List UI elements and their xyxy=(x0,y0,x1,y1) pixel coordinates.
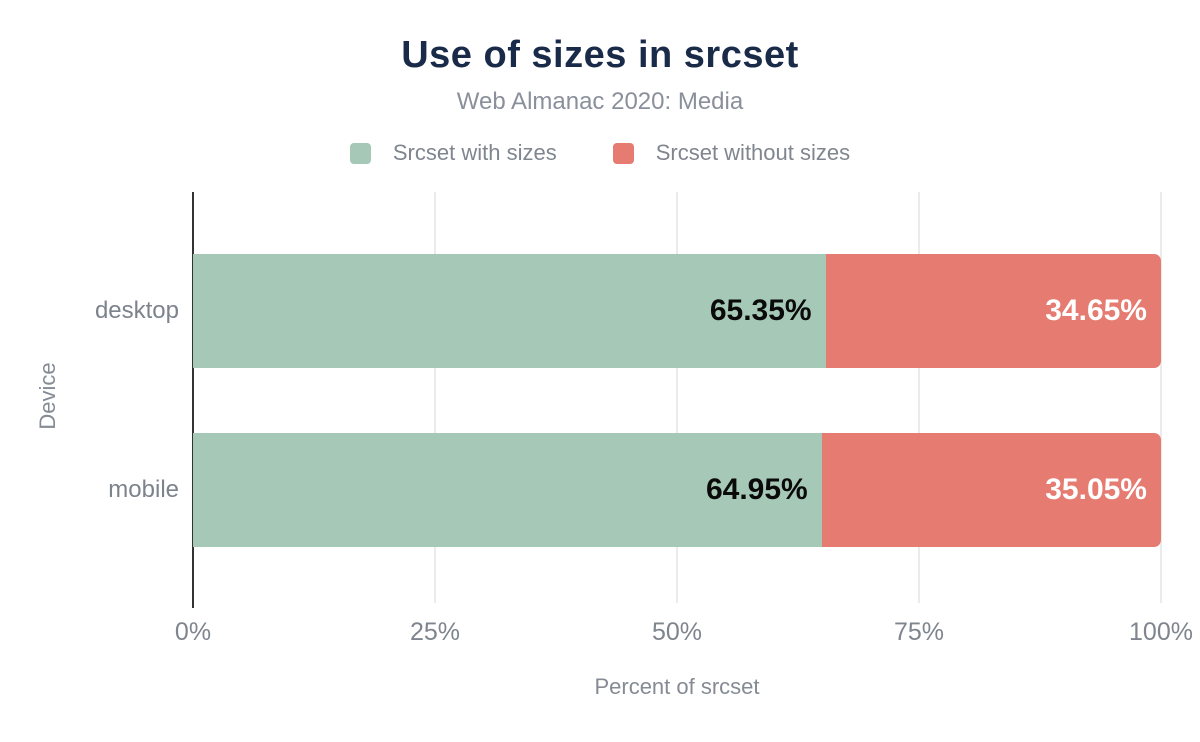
legend-swatch-icon xyxy=(349,142,371,164)
y-axis-title: Device xyxy=(35,362,60,430)
legend-item-label: Srcset with sizes xyxy=(392,140,557,165)
legend-item-2: Srcset without sizes xyxy=(612,140,851,166)
bar-segment-desktop-2: 34.65% xyxy=(825,254,1161,368)
x-tick-label-50: 50% xyxy=(651,618,703,646)
x-tick-label-0: 0% xyxy=(174,618,212,646)
x-tick-label-75: 75% xyxy=(893,618,945,646)
bar-segment-desktop-1: 65.35% xyxy=(193,254,826,368)
gridline-25 xyxy=(434,192,436,603)
bar-row-desktop: 65.35% 34.65% xyxy=(193,254,1161,368)
bar-value-label: 65.35% xyxy=(709,294,812,327)
legend-item-label: Srcset without sizes xyxy=(655,140,851,165)
bar-value-label: 64.95% xyxy=(705,473,808,506)
x-tick-label-25: 25% xyxy=(409,618,461,646)
bar-segment-mobile-1: 64.95% xyxy=(193,433,822,547)
bar-value-label: 35.05% xyxy=(1045,473,1147,506)
category-label-mobile: mobile xyxy=(108,476,179,503)
bar-row-mobile: 64.95% 35.05% xyxy=(193,433,1161,547)
gridline-75 xyxy=(918,192,920,603)
y-axis-line xyxy=(192,192,194,608)
gridline-50 xyxy=(676,192,678,603)
gridline-100 xyxy=(1160,192,1162,603)
chart-title: Use of sizes in srcset xyxy=(401,34,799,76)
x-axis-title: Percent of srcset xyxy=(594,674,760,699)
bar-value-label: 34.65% xyxy=(1045,294,1147,327)
legend: Srcset with sizes Srcset without sizes xyxy=(0,140,1200,166)
legend-item-1: Srcset with sizes xyxy=(349,140,557,166)
plot-area: 65.35% 34.65% 64.95% 35.05% desktop mobile 0… xyxy=(95,192,1193,699)
bar-segment-mobile-2: 35.05% xyxy=(821,433,1161,547)
chart-subtitle: Web Almanac 2020: Media xyxy=(456,88,744,115)
legend-swatch-icon xyxy=(612,142,634,164)
x-tick-label-100: 100% xyxy=(1129,618,1193,646)
category-label-desktop: desktop xyxy=(94,297,179,324)
